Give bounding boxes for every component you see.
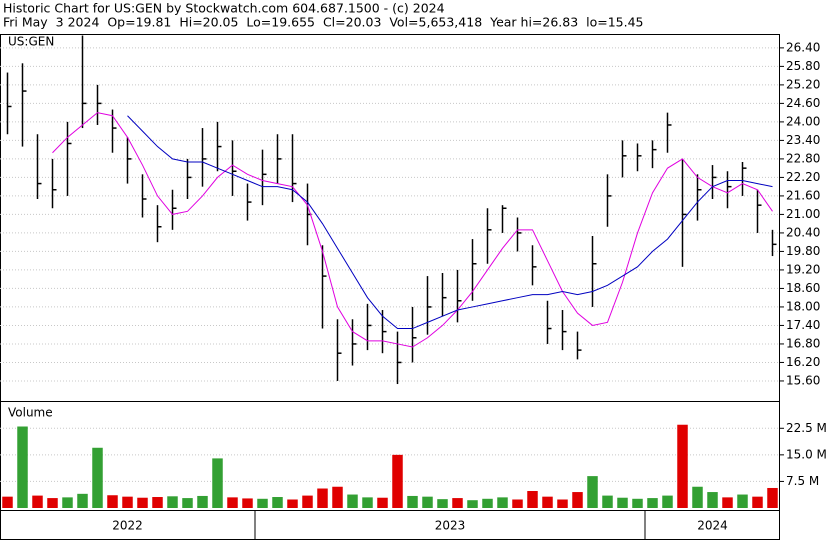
- volume-bar: [272, 497, 283, 508]
- volume-bar: [197, 495, 208, 508]
- volume-bar: [242, 498, 253, 508]
- y-tick-label: 19.80: [786, 244, 820, 258]
- volume-bar: [17, 426, 28, 508]
- symbol-label: US:GEN: [8, 35, 54, 49]
- volume-bar: [152, 497, 163, 508]
- y-tick-label: 15.60: [786, 373, 820, 387]
- volume-bar: [62, 497, 73, 508]
- volume-bar: [482, 498, 493, 508]
- volume-bar: [572, 492, 583, 508]
- volume-bar: [527, 490, 538, 508]
- volume-bar: [407, 495, 418, 508]
- volume-bar: [557, 499, 568, 508]
- volume-bar: [467, 500, 478, 508]
- volume-bar: [752, 496, 763, 508]
- volume-bar: [767, 487, 778, 508]
- volume-bar: [422, 496, 433, 508]
- y-tick-label: 24.60: [786, 96, 820, 110]
- volume-bar: [227, 497, 238, 508]
- y-tick-label: 18.60: [786, 281, 820, 295]
- volume-bar: [317, 488, 328, 508]
- volume-bar: [632, 498, 643, 508]
- volume-bar: [707, 492, 718, 508]
- y-tick-label: 20.40: [786, 225, 820, 239]
- volume-bar: [737, 494, 748, 508]
- volume-bar: [392, 454, 403, 508]
- y-tick-label: 16.80: [786, 336, 820, 350]
- volume-bar: [692, 486, 703, 508]
- volume-bar: [602, 495, 613, 508]
- volume-bar: [647, 498, 658, 508]
- volume-bar: [47, 498, 58, 508]
- volume-bar: [32, 495, 43, 508]
- y-tick-label: 21.60: [786, 188, 820, 202]
- volume-bar: [212, 458, 223, 508]
- y-tick-label: 22.80: [786, 151, 820, 165]
- volume-bar: [167, 496, 178, 508]
- chart-title: Historic Chart for US:GEN by Stockwatch.…: [3, 1, 445, 16]
- volume-label: Volume: [8, 406, 53, 420]
- y-tick-label: 7.5 M: [786, 474, 819, 488]
- y-tick-label: 16.20: [786, 355, 820, 369]
- x-tick-label: 2023: [435, 519, 466, 533]
- volume-bar: [137, 497, 148, 508]
- moving-average: [127, 115, 773, 330]
- volume-bar: [512, 499, 523, 508]
- volume-bar: [2, 496, 13, 508]
- volume-bar: [347, 494, 358, 508]
- volume-bar: [722, 497, 733, 508]
- volume-bar: [587, 476, 598, 508]
- y-tick-label: 26.40: [786, 40, 820, 54]
- volume-bar: [617, 497, 628, 508]
- volume-bar: [437, 499, 448, 508]
- y-tick-label: 24.00: [786, 114, 820, 128]
- y-tick-label: 22.5 M: [786, 421, 827, 435]
- y-tick-label: 17.40: [786, 318, 820, 332]
- volume-bar: [497, 497, 508, 508]
- volume-bar: [107, 495, 118, 508]
- volume-bar: [77, 493, 88, 508]
- volume-bar: [662, 495, 673, 508]
- y-tick-label: 19.20: [786, 262, 820, 276]
- y-tick-label: 23.40: [786, 133, 820, 147]
- volume-bar: [452, 498, 463, 508]
- volume-bar: [122, 496, 133, 508]
- x-tick-label: 2024: [697, 519, 728, 533]
- volume-bar: [377, 497, 388, 508]
- volume-bar: [542, 496, 553, 508]
- volume-bar: [362, 497, 373, 508]
- y-tick-label: 25.80: [786, 59, 820, 73]
- plot-frame: [0, 34, 780, 540]
- volume-bar: [92, 447, 103, 508]
- volume-bar: [182, 498, 193, 508]
- x-tick-label: 2022: [112, 519, 143, 533]
- volume-bar: [257, 498, 268, 508]
- volume-bar: [302, 495, 313, 508]
- volume-bar: [677, 424, 688, 508]
- y-tick-label: 21.00: [786, 207, 820, 221]
- volume-bar: [332, 486, 343, 508]
- y-tick-label: 18.00: [786, 299, 820, 313]
- moving-average: [52, 112, 773, 348]
- chart-summary: Fri May 3 2024 Op=19.81 Hi=20.05 Lo=19.6…: [3, 15, 644, 30]
- volume-bar: [287, 499, 298, 508]
- y-tick-label: 22.20: [786, 170, 820, 184]
- y-tick-label: 25.20: [786, 77, 820, 91]
- y-tick-label: 15.0 M: [786, 447, 827, 461]
